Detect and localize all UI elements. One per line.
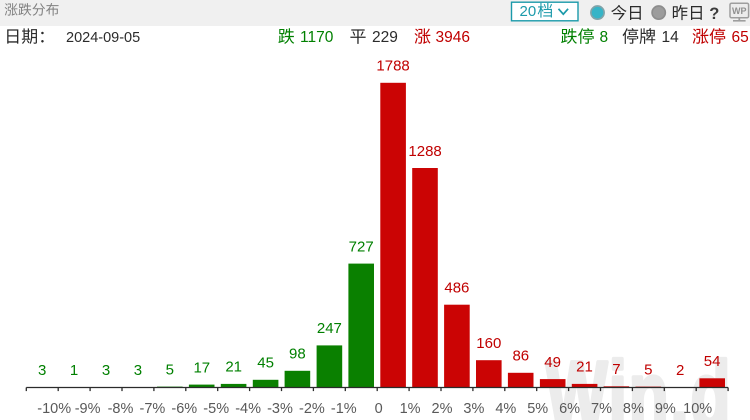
svg-text:4%: 4% <box>495 401 516 417</box>
svg-text:1170: 1170 <box>300 29 334 46</box>
svg-text:-3%: -3% <box>267 401 293 417</box>
svg-text:9%: 9% <box>655 401 676 417</box>
svg-text:2024-09-05: 2024-09-05 <box>66 30 140 46</box>
svg-text:7%: 7% <box>591 401 612 417</box>
svg-text:10%: 10% <box>683 401 712 417</box>
svg-text:1788: 1788 <box>376 58 409 75</box>
svg-text:3: 3 <box>134 362 142 379</box>
svg-text:1%: 1% <box>400 401 421 417</box>
svg-text:21: 21 <box>576 359 593 376</box>
svg-text:17: 17 <box>193 359 210 376</box>
svg-text:247: 247 <box>317 320 342 337</box>
svg-text:65: 65 <box>732 29 749 46</box>
svg-text:98: 98 <box>289 346 306 363</box>
svg-text:-7%: -7% <box>140 401 166 417</box>
svg-text:14: 14 <box>662 29 680 46</box>
svg-text:5: 5 <box>166 361 174 378</box>
svg-text:486: 486 <box>444 280 469 297</box>
svg-text:49: 49 <box>544 354 561 371</box>
svg-text:3: 3 <box>102 362 110 379</box>
svg-text:3%: 3% <box>463 401 484 417</box>
svg-text:86: 86 <box>512 348 529 365</box>
svg-text:1: 1 <box>70 362 78 379</box>
svg-text:-4%: -4% <box>235 401 261 417</box>
svg-text:54: 54 <box>704 353 721 370</box>
svg-text:5%: 5% <box>527 401 548 417</box>
svg-text:-1%: -1% <box>331 401 357 417</box>
svg-text:8%: 8% <box>623 401 644 417</box>
svg-text:8: 8 <box>600 29 609 46</box>
svg-text:229: 229 <box>372 29 398 46</box>
svg-text:WP: WP <box>732 6 747 16</box>
svg-text:-6%: -6% <box>171 401 197 417</box>
svg-text:21: 21 <box>225 359 242 376</box>
svg-text:45: 45 <box>257 355 274 372</box>
svg-text:2%: 2% <box>432 401 453 417</box>
svg-text:160: 160 <box>476 335 501 352</box>
svg-text:3946: 3946 <box>436 29 470 46</box>
svg-text:6%: 6% <box>559 401 580 417</box>
svg-text:-10%: -10% <box>37 401 71 417</box>
svg-text:-5%: -5% <box>203 401 229 417</box>
svg-text:-9%: -9% <box>75 401 101 417</box>
svg-text:1288: 1288 <box>408 143 441 160</box>
svg-text:?: ? <box>709 5 719 23</box>
svg-text:5: 5 <box>644 361 652 378</box>
svg-text:3: 3 <box>38 362 46 379</box>
svg-text:2: 2 <box>676 362 684 379</box>
svg-text:-8%: -8% <box>108 401 134 417</box>
svg-text:7: 7 <box>612 361 620 378</box>
svg-text:727: 727 <box>349 238 374 255</box>
svg-text:20: 20 <box>520 3 537 20</box>
svg-text:0: 0 <box>375 401 383 417</box>
svg-text:-2%: -2% <box>299 401 325 417</box>
